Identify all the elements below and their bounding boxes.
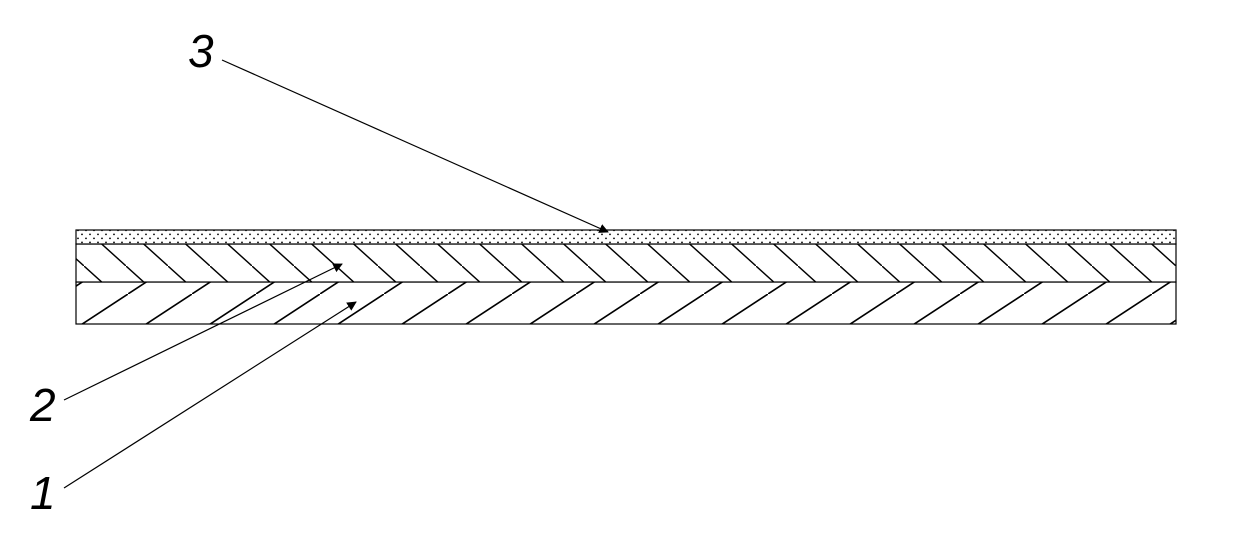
layer-3 bbox=[76, 230, 1176, 244]
layer-1 bbox=[76, 282, 1176, 324]
layer-2 bbox=[76, 244, 1176, 282]
callout-label-3: 3 bbox=[188, 24, 214, 78]
leader-line-3 bbox=[222, 60, 608, 232]
leader-line-1 bbox=[64, 302, 356, 488]
callout-label-1: 1 bbox=[30, 466, 56, 520]
cross-section-figure: 3 2 1 bbox=[0, 0, 1240, 543]
diagram-svg bbox=[0, 0, 1240, 543]
callout-label-2: 2 bbox=[30, 378, 56, 432]
